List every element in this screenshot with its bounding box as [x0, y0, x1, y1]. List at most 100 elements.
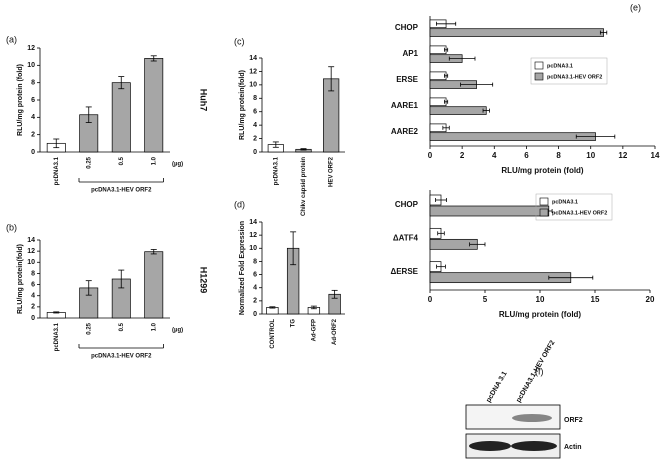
- band-label: Actin: [564, 444, 582, 451]
- band-label: ORF2: [564, 417, 583, 424]
- y-tick-label: 8: [31, 80, 35, 87]
- blot-band: [512, 414, 552, 422]
- bar: [144, 251, 164, 319]
- blot-band: [511, 441, 557, 451]
- y-tick-label: AP1: [402, 49, 418, 58]
- y-tick-label: 14: [249, 55, 257, 62]
- x-tick-label: Ad-GFP: [311, 319, 317, 341]
- y-tick-label: 2: [31, 132, 35, 139]
- legend-swatch: [534, 61, 544, 70]
- blot: (f) pcDNA 3.1 pcDNA3.1-HEV ORF2 ORF2 Act…: [465, 339, 583, 459]
- x-tick-label: 10: [536, 295, 545, 304]
- legend-swatch: [534, 72, 544, 81]
- y-tick-label: ERSE: [396, 75, 418, 84]
- x-tick-label: pcDNA3.1: [273, 156, 279, 185]
- x-tick-label: TG: [291, 319, 297, 328]
- x-tick-label: pcDNA3.1: [54, 322, 60, 351]
- x-tick-label: 14: [651, 151, 660, 160]
- x-tick-label: 0: [428, 295, 433, 304]
- bar: [429, 132, 596, 141]
- legend-box: [530, 57, 608, 85]
- x-tick-label: 6: [524, 151, 529, 160]
- x-tick-label: 0: [428, 151, 433, 160]
- panel-label: (d): [234, 199, 245, 209]
- x-tick-label: 0.25: [86, 156, 92, 168]
- y-tick-label: 8: [253, 258, 257, 265]
- bar: [144, 58, 164, 153]
- y-tick-label: 0: [31, 315, 35, 322]
- bar: [429, 71, 447, 81]
- y-tick-label: 10: [249, 245, 257, 252]
- x-tick-label: 0.5: [119, 322, 125, 331]
- x-tick-label: CONTROL: [270, 319, 276, 349]
- y-tick-label: 2: [253, 298, 257, 305]
- panel-label: (a): [6, 34, 17, 44]
- cell-line-label: H1299: [199, 267, 209, 294]
- bar: [429, 97, 447, 107]
- x-tick-label: 0.25: [86, 322, 92, 334]
- y-tick-label: 6: [253, 271, 257, 278]
- x-tick-label: 1.0: [151, 322, 157, 331]
- panel-label: (f): [535, 366, 544, 376]
- unit-label: (µg): [172, 328, 183, 334]
- y-tick-label: 8: [31, 270, 35, 277]
- y-tick-label: 4: [253, 285, 257, 292]
- panel-label: (b): [6, 222, 17, 232]
- y-tick-label: ΔERSE: [390, 267, 418, 276]
- legend-label: pcDNA3.1-HEV ORF2: [552, 210, 607, 216]
- y-tick-label: 10: [27, 259, 35, 266]
- y-tick-label: 2: [31, 304, 35, 311]
- x-tick-label: 5: [483, 295, 488, 304]
- x-axis-label: RLU/mg protein (fold): [501, 166, 584, 175]
- y-tick-label: AARE1: [391, 101, 419, 110]
- y-tick-label: 4: [31, 293, 35, 300]
- y-axis-label: RLU/mg protein(fold): [17, 244, 24, 314]
- y-tick-label: CHOP: [395, 200, 419, 209]
- bar: [429, 28, 604, 37]
- legend-swatch: [539, 197, 549, 206]
- legend-box: [535, 193, 613, 221]
- x-tick-label: 2: [460, 151, 465, 160]
- y-tick-label: 12: [249, 68, 257, 75]
- y-tick-label: 10: [27, 62, 35, 69]
- y-tick-label: 10: [249, 82, 257, 89]
- y-tick-label: 12: [249, 232, 257, 239]
- bar: [429, 45, 447, 55]
- x-tick-label: HEV ORF2: [329, 156, 335, 187]
- x-tick-label: 0.5: [119, 156, 125, 165]
- x-tick-label: Chikv capsid protein: [301, 157, 307, 216]
- y-tick-label: 14: [249, 219, 257, 226]
- blot-band: [469, 441, 511, 451]
- y-tick-label: 4: [253, 122, 257, 129]
- x-tick-label: Ad-ORF2: [332, 318, 338, 345]
- x-tick-label: 8: [556, 151, 561, 160]
- x-tick-label: 10: [586, 151, 595, 160]
- panel-label: (c): [234, 36, 245, 46]
- lane-label: pcDNA 3.1: [485, 370, 508, 404]
- legend-label: pcDNA3.1: [547, 63, 573, 69]
- y-tick-label: 4: [31, 114, 35, 121]
- y-axis-label: RLU/mg protein (fold): [17, 64, 24, 136]
- y-tick-label: 6: [31, 281, 35, 288]
- y-tick-label: 0: [31, 149, 35, 156]
- bar: [111, 82, 131, 153]
- group-label: pcDNA3.1-HEV ORF2: [91, 354, 152, 360]
- x-axis-label: RLU/mg protein (fold): [499, 310, 582, 319]
- group-label: pcDNA3.1-HEV ORF2: [91, 188, 152, 194]
- y-tick-label: 2: [253, 135, 257, 142]
- y-tick-label: ΔATF4: [393, 233, 419, 242]
- bar: [429, 106, 487, 115]
- bar: [429, 205, 550, 217]
- y-tick-label: AARE2: [391, 127, 419, 136]
- y-tick-label: 0: [253, 149, 257, 156]
- lane-label: pcDNA3.1-HEV ORF2: [515, 339, 556, 404]
- x-tick-label: pcDNA3.1: [54, 156, 60, 185]
- y-axis-label: Normalized Fold Expression: [239, 221, 246, 315]
- y-tick-label: 8: [253, 95, 257, 102]
- y-tick-label: 6: [253, 109, 257, 116]
- legend-swatch: [539, 208, 549, 217]
- x-tick-label: 12: [618, 151, 627, 160]
- x-tick-label: 4: [492, 151, 497, 160]
- panel-label: (e): [630, 2, 641, 12]
